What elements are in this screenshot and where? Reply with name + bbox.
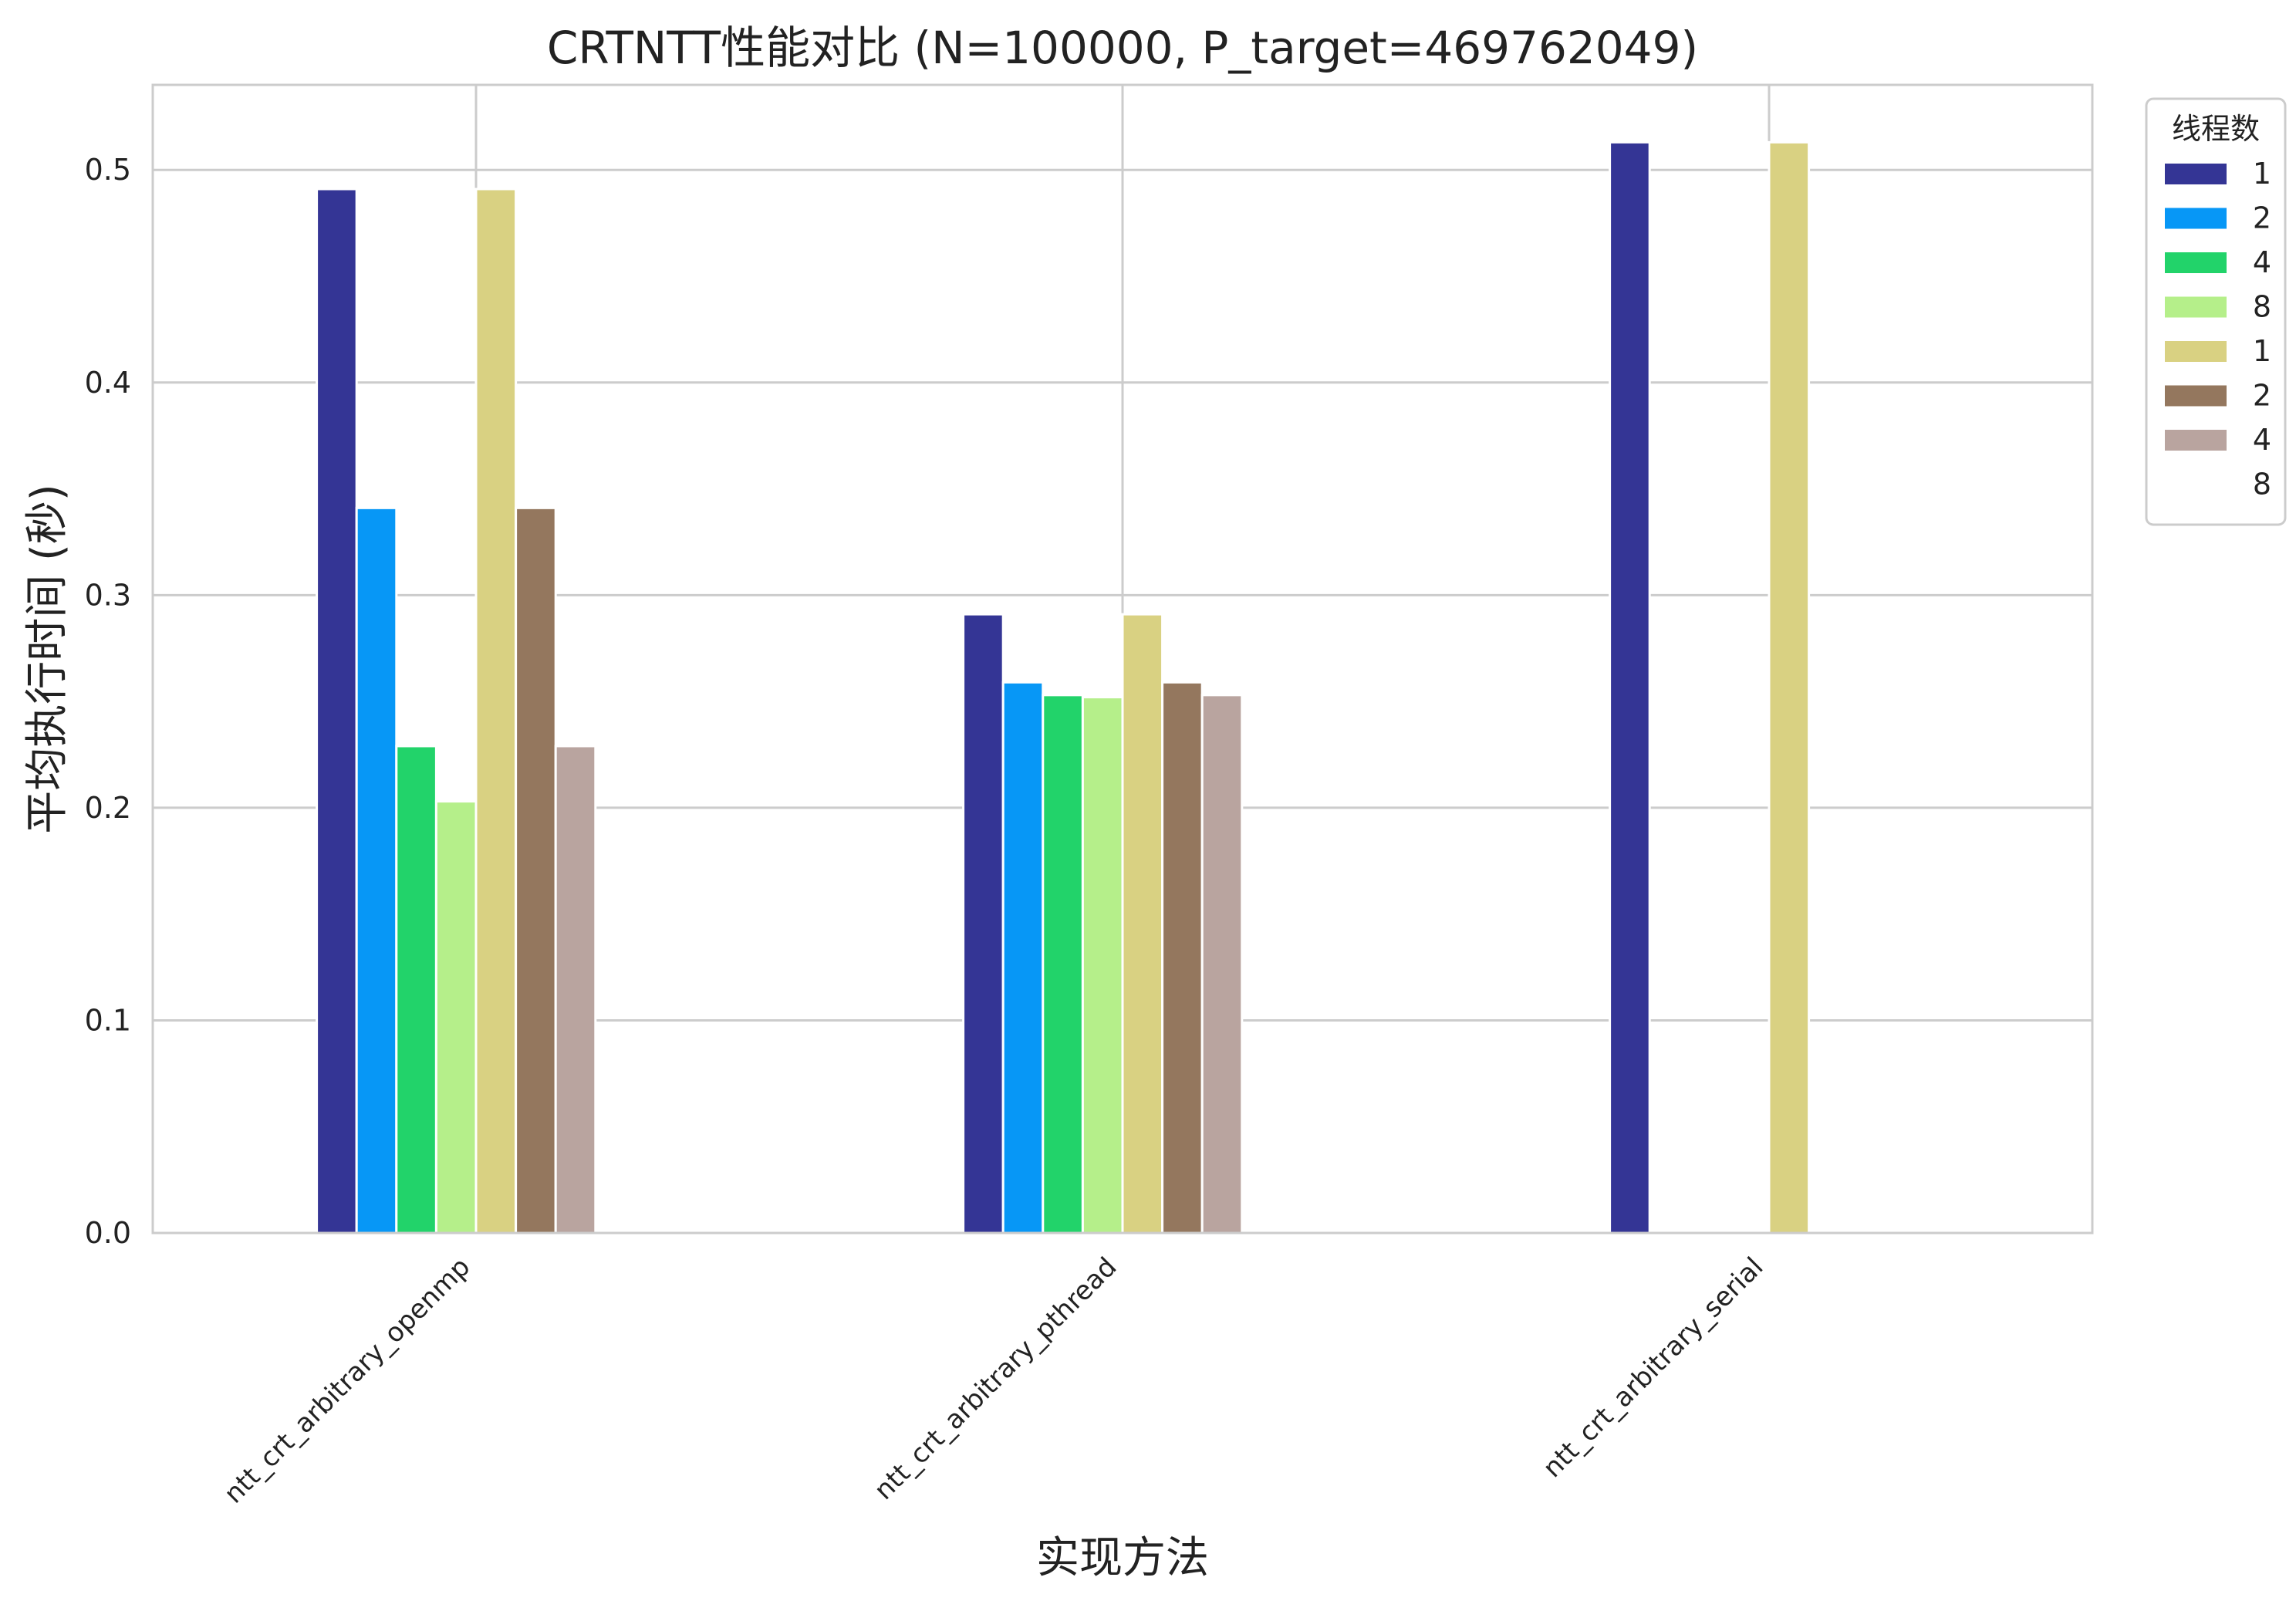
bar	[515, 506, 557, 1235]
x-axis-label: 实现方法	[1036, 1533, 1209, 1583]
bar	[554, 745, 597, 1235]
bar	[434, 800, 478, 1235]
legend-label: 1	[2253, 334, 2271, 368]
bar	[1001, 681, 1045, 1235]
y-axis-label: 平均执行时间 (秒)	[22, 484, 73, 834]
plot-frame	[151, 83, 2094, 1235]
y-tick-label: 0.3	[85, 578, 131, 612]
bar	[1609, 140, 1651, 1235]
bar	[1042, 694, 1084, 1235]
legend-swatch	[2165, 341, 2227, 362]
legend-swatch	[2165, 474, 2227, 495]
legend-swatch	[2165, 252, 2227, 273]
legend-swatch	[2165, 164, 2227, 184]
bar	[474, 187, 518, 1235]
y-tick-label: 0.2	[85, 791, 131, 825]
chart-title: CRTNTT性能对比 (N=100000, P_target=469762049…	[547, 22, 1698, 74]
bar	[1768, 140, 1811, 1235]
legend-label: 8	[2253, 290, 2271, 324]
legend-swatch	[2165, 208, 2227, 229]
bar	[962, 613, 1004, 1235]
legend-swatch	[2165, 430, 2227, 451]
bar	[395, 745, 437, 1235]
y-axis: 0.0 0.1 0.2 0.3 0.4 0.5	[85, 153, 131, 1250]
legend-label: 2	[2253, 201, 2271, 235]
legend-label: 4	[2253, 245, 2271, 279]
y-tick-label: 0.0	[85, 1216, 131, 1250]
legend-swatch	[2165, 296, 2227, 318]
y-tick-label: 0.1	[85, 1003, 131, 1037]
y-tick-label: 0.5	[85, 153, 131, 187]
legend-label: 1	[2253, 157, 2271, 191]
bar	[316, 187, 358, 1235]
legend-label: 4	[2253, 423, 2271, 457]
bar	[355, 506, 398, 1235]
legend-label: 8	[2253, 468, 2271, 502]
legend-swatch	[2165, 385, 2227, 407]
bar	[1200, 694, 1244, 1235]
bar	[1081, 696, 1124, 1235]
y-tick-label: 0.4	[85, 366, 131, 400]
bar	[1161, 681, 1204, 1235]
legend-label: 2	[2253, 379, 2271, 413]
legend-title: 线程数	[2172, 112, 2260, 146]
bar	[1121, 613, 1164, 1235]
bars-layer	[316, 140, 1811, 1235]
